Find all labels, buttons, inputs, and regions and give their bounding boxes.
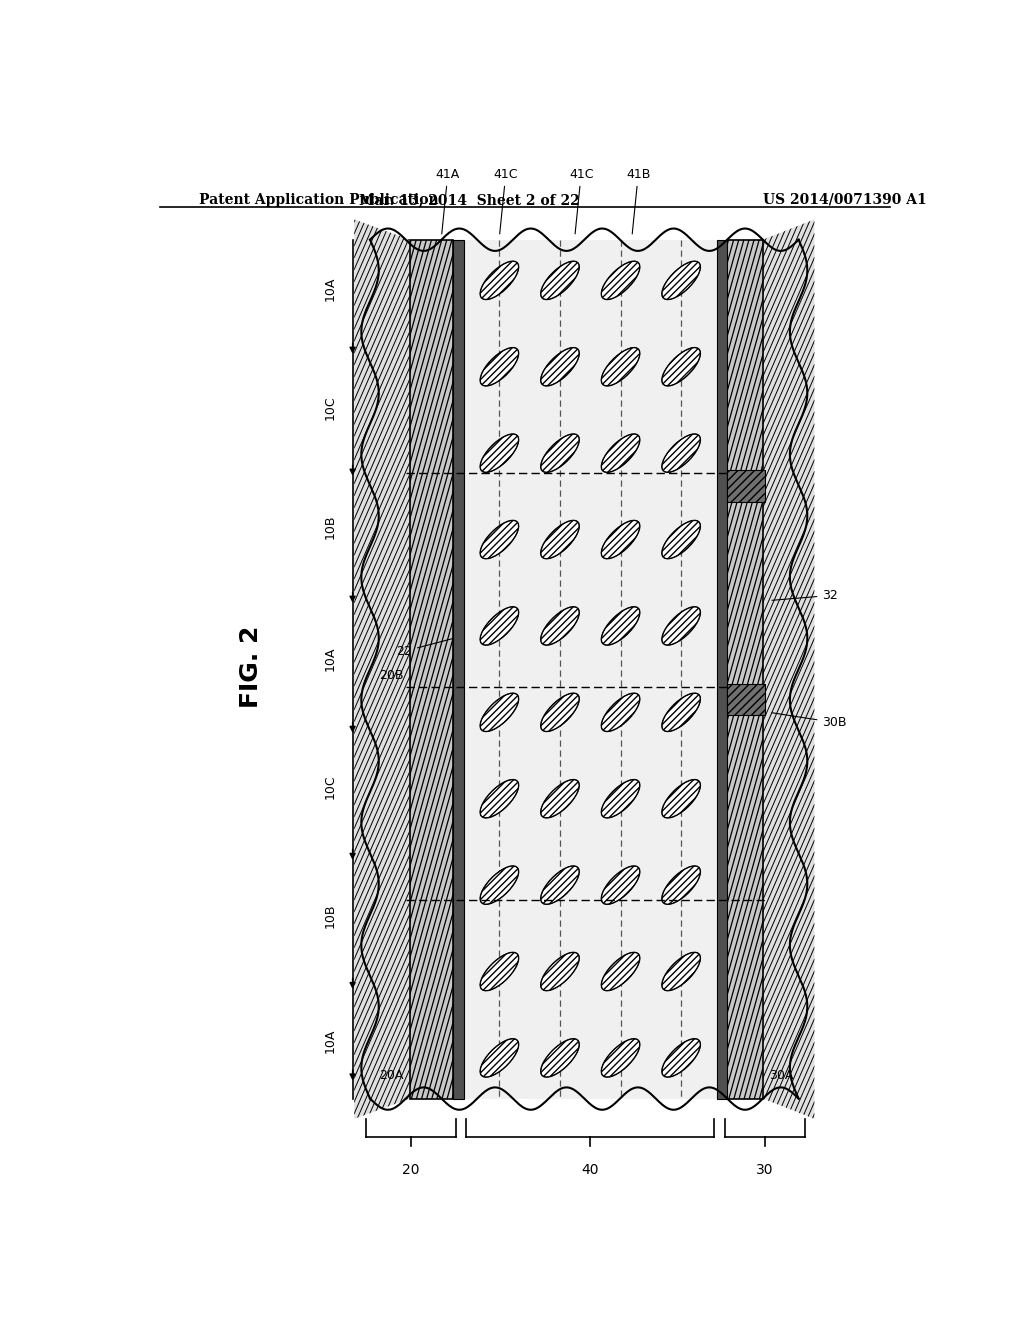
Ellipse shape (601, 866, 640, 904)
Ellipse shape (541, 520, 580, 558)
Ellipse shape (662, 607, 700, 645)
Ellipse shape (601, 261, 640, 300)
Ellipse shape (662, 952, 700, 991)
Ellipse shape (480, 434, 519, 473)
Polygon shape (464, 240, 717, 1098)
Ellipse shape (541, 434, 580, 473)
Ellipse shape (541, 952, 580, 991)
Ellipse shape (480, 780, 519, 818)
Ellipse shape (480, 1039, 519, 1077)
Ellipse shape (541, 866, 580, 904)
Text: Patent Application Publication: Patent Application Publication (200, 193, 439, 207)
Text: 22: 22 (396, 636, 460, 657)
Text: 41A: 41A (435, 168, 460, 234)
Ellipse shape (480, 693, 519, 731)
Ellipse shape (601, 434, 640, 473)
Text: US 2014/0071390 A1: US 2014/0071390 A1 (763, 193, 927, 207)
Ellipse shape (480, 347, 519, 385)
Text: 20B: 20B (379, 669, 403, 682)
Text: 30: 30 (756, 1163, 773, 1176)
Text: 41B: 41B (626, 168, 650, 234)
Ellipse shape (480, 607, 519, 645)
Ellipse shape (662, 347, 700, 385)
Polygon shape (354, 219, 410, 1119)
Text: 20: 20 (402, 1163, 420, 1176)
Ellipse shape (601, 780, 640, 818)
Polygon shape (454, 240, 464, 1098)
Ellipse shape (601, 607, 640, 645)
Ellipse shape (541, 261, 580, 300)
Text: 10B: 10B (324, 903, 337, 928)
Ellipse shape (601, 347, 640, 385)
Text: FIG. 2: FIG. 2 (239, 626, 263, 708)
Ellipse shape (480, 866, 519, 904)
Ellipse shape (480, 520, 519, 558)
Ellipse shape (480, 952, 519, 991)
Ellipse shape (601, 1039, 640, 1077)
Polygon shape (763, 219, 814, 1119)
Ellipse shape (541, 347, 580, 385)
Text: 30B: 30B (772, 713, 847, 729)
Ellipse shape (601, 693, 640, 731)
Text: 32: 32 (772, 589, 839, 602)
Ellipse shape (662, 1039, 700, 1077)
Ellipse shape (541, 693, 580, 731)
Text: 10B: 10B (324, 513, 337, 539)
Polygon shape (727, 470, 765, 502)
Ellipse shape (541, 780, 580, 818)
Ellipse shape (662, 866, 700, 904)
Text: 10A: 10A (324, 647, 337, 671)
Ellipse shape (662, 261, 700, 300)
Text: 40: 40 (582, 1163, 599, 1176)
Text: Mar. 13, 2014  Sheet 2 of 22: Mar. 13, 2014 Sheet 2 of 22 (358, 193, 580, 207)
Ellipse shape (541, 607, 580, 645)
Text: 41C: 41C (494, 168, 518, 234)
Text: 10C: 10C (324, 775, 337, 799)
Ellipse shape (601, 952, 640, 991)
Text: 10C: 10C (324, 395, 337, 420)
Polygon shape (727, 240, 763, 1098)
Polygon shape (727, 684, 765, 715)
Ellipse shape (662, 780, 700, 818)
Polygon shape (717, 240, 727, 1098)
Ellipse shape (601, 520, 640, 558)
Ellipse shape (662, 434, 700, 473)
Text: 30A: 30A (769, 1069, 794, 1082)
Ellipse shape (662, 520, 700, 558)
Ellipse shape (662, 693, 700, 731)
Text: 20A: 20A (379, 1069, 403, 1082)
Ellipse shape (541, 1039, 580, 1077)
Text: 10A: 10A (324, 1028, 337, 1053)
Text: 10A: 10A (324, 276, 337, 301)
Polygon shape (410, 240, 454, 1098)
Ellipse shape (480, 261, 519, 300)
Text: 41C: 41C (569, 168, 593, 234)
